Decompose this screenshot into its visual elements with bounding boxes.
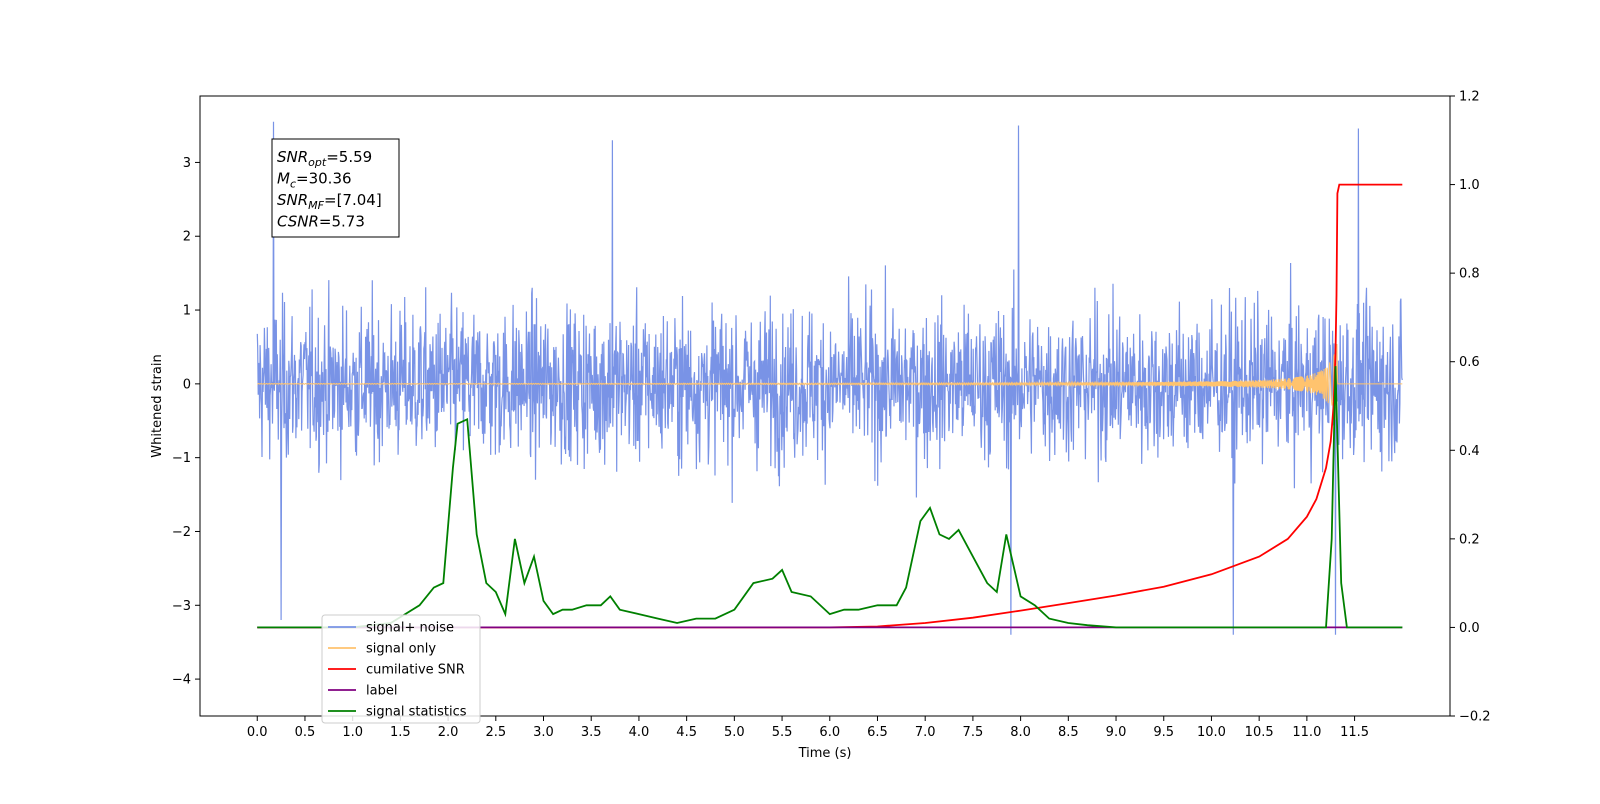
x-tick-label: 9.5 [1153,725,1174,740]
y-tick-label: 2 [183,230,191,245]
y-tick-label: 1 [183,304,191,319]
y2-tick-label: 1.2 [1459,90,1480,105]
x-tick-label: 6.0 [819,725,840,740]
annotation-frame [271,138,400,238]
annotation-line: SNRopt=5.59 [277,148,372,169]
x-tick-label: 7.0 [915,725,936,740]
x-tick-label: 3.0 [533,725,554,740]
x-tick-label: 2.0 [438,725,459,740]
y-tick-label: −1 [172,451,191,466]
y2-tick-label: 0.8 [1459,267,1480,282]
y-tick-label: −4 [172,673,191,688]
y2-tick-label: 0.0 [1459,621,1480,636]
x-tick-label: 5.5 [772,725,793,740]
x-tick-label: 8.0 [1010,725,1031,740]
x-tick-label: 5.0 [724,725,745,740]
y2-tick-label: −0.2 [1459,710,1491,725]
legend-label: signal statistics [366,705,467,720]
legend: signal+ noise signal only cumilative SNR la… [321,614,481,724]
x-tick-label: 4.5 [676,725,697,740]
y2-axis-ticks: −0.2 0.0 0.2 0.4 0.6 0.8 1.0 1.2 [1450,90,1491,725]
legend-frame [321,614,481,724]
x-tick-label: 8.5 [1058,725,1079,740]
y-tick-label: −2 [172,525,191,540]
x-tick-label: 11.0 [1292,725,1321,740]
legend-label: label [366,684,397,699]
x-tick-label: 6.5 [867,725,888,740]
y2-tick-label: 0.2 [1459,532,1480,547]
x-tick-label: 4.0 [629,725,650,740]
legend-label: signal only [366,642,436,657]
x-axis-ticks: 0.0 0.5 1.0 1.5 2.0 2.5 3.0 3.5 4.0 4.5 5.0 5.5 6.0 6… [247,716,1369,740]
series-signal-only [257,343,1403,420]
x-tick-label: 10.5 [1245,725,1274,740]
series-signal-statistics [257,366,1403,629]
y-tick-label: −3 [172,599,191,614]
y-axis-label: Whitened strain [150,354,165,457]
x-tick-label: 3.5 [581,725,602,740]
series-signal-noise [256,121,1403,635]
x-axis-label: Time (s) [798,746,852,761]
x-tick-label: 1.0 [342,725,363,740]
y2-tick-label: 0.6 [1459,355,1480,370]
annotation-line: SNRMF=[7.04] [277,191,382,212]
y-tick-label: 0 [183,377,191,392]
x-tick-label: 0.5 [295,725,316,740]
annotation-line: CSNR=5.73 [277,213,365,231]
y2-tick-label: 1.0 [1459,178,1480,193]
x-tick-label: 11.5 [1340,725,1369,740]
x-tick-label: 10.0 [1197,725,1226,740]
y2-tick-label: 0.4 [1459,444,1480,459]
x-tick-label: 2.5 [485,725,506,740]
legend-label: cumilative SNR [366,663,465,678]
x-tick-label: 1.5 [390,725,411,740]
x-tick-label: 0.0 [247,725,268,740]
plot-frame [199,95,1451,717]
y-tick-label: 3 [183,156,191,171]
series-layer [256,121,1403,635]
y-axis-ticks: −4 −3 −2 −1 0 1 2 3 [172,156,200,688]
x-tick-label: 9.0 [1106,725,1127,740]
series-cumilative-snr [257,183,1403,629]
annotation-line: Mc=30.36 [277,170,352,191]
x-tick-label: 7.5 [963,725,984,740]
legend-label: signal+ noise [366,621,454,636]
